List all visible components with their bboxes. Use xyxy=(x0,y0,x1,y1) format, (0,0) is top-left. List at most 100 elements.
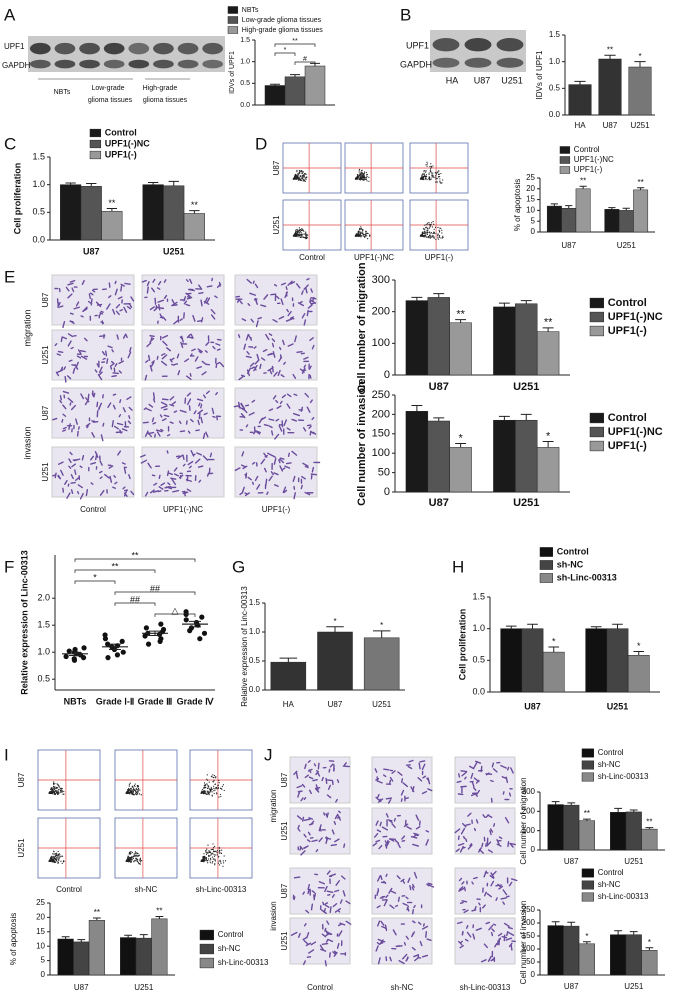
cell xyxy=(386,925,387,930)
flow-event xyxy=(431,167,432,168)
cell xyxy=(492,933,493,936)
cell xyxy=(419,763,420,768)
cell xyxy=(410,886,411,890)
error-bar xyxy=(433,294,444,298)
flow-event xyxy=(212,862,213,863)
flow-event xyxy=(429,236,430,237)
flow-event xyxy=(205,852,206,853)
flow-event xyxy=(424,231,425,232)
flow-event xyxy=(426,174,427,175)
cell xyxy=(485,872,487,873)
flow-event xyxy=(208,858,209,859)
y-tick-label: 0 xyxy=(384,486,390,498)
flow-event xyxy=(54,853,55,854)
blot-band xyxy=(30,43,51,55)
flow-event xyxy=(60,861,61,862)
y-tick-label: 1.5 xyxy=(37,620,50,630)
flow-event xyxy=(429,172,430,173)
flow-event xyxy=(359,228,360,229)
x-tick-label: U251 xyxy=(617,241,637,250)
flow-event xyxy=(217,854,218,855)
cell xyxy=(380,943,382,944)
flow-event xyxy=(205,793,206,794)
blot-band xyxy=(433,38,460,51)
y-axis-label: IDVs of UPF1 xyxy=(535,50,544,99)
flow-event xyxy=(295,230,296,231)
flow-event xyxy=(136,855,137,856)
flow-event xyxy=(293,178,294,179)
flow-event xyxy=(50,858,51,859)
flow-event xyxy=(433,236,434,237)
y-tick-label: 200 xyxy=(372,306,390,318)
group-label: migration xyxy=(22,309,32,346)
flow-event xyxy=(301,178,302,179)
flow-event xyxy=(54,789,55,790)
flow-event xyxy=(132,786,133,787)
flow-event xyxy=(303,237,304,238)
flow-event xyxy=(209,852,210,853)
cell xyxy=(89,294,90,298)
cell xyxy=(294,877,299,878)
cell xyxy=(121,286,122,291)
flow-event xyxy=(303,179,304,180)
flow-event xyxy=(222,786,223,787)
flow-event xyxy=(206,857,207,858)
flow-event xyxy=(432,165,433,166)
flow-event xyxy=(437,237,438,238)
data-point xyxy=(158,622,163,627)
flow-event xyxy=(54,783,55,784)
bar xyxy=(569,85,592,115)
flow-event xyxy=(214,863,215,864)
flow-event xyxy=(305,177,306,178)
flow-event xyxy=(221,850,222,851)
column-label: UPF1(-) xyxy=(425,253,454,262)
bar xyxy=(579,944,595,975)
flow-event xyxy=(131,857,132,858)
flow-event xyxy=(62,856,63,857)
flow-event xyxy=(427,163,428,164)
flow-event xyxy=(425,164,426,165)
flow-event xyxy=(294,235,295,236)
x-tick-label: U87 xyxy=(564,857,579,866)
flow-event xyxy=(369,234,370,235)
flow-event xyxy=(209,851,210,852)
flow-event xyxy=(363,234,364,235)
bar xyxy=(563,926,579,975)
flow-event xyxy=(54,786,55,787)
cell xyxy=(220,283,221,286)
cell xyxy=(310,375,311,378)
bar xyxy=(547,206,561,232)
flow-event xyxy=(129,790,130,791)
data-point xyxy=(183,609,188,614)
cell xyxy=(103,358,105,359)
cell xyxy=(508,842,509,847)
flow-event xyxy=(214,846,215,847)
column-label: UPF1(-)NC xyxy=(354,253,394,262)
flow-event xyxy=(366,172,367,173)
y-tick-label: 20 xyxy=(36,913,45,922)
flow-event xyxy=(127,791,128,792)
error-bar xyxy=(583,942,591,944)
flow-event xyxy=(426,224,427,225)
legend-label: UPF1(-) xyxy=(608,325,647,337)
row-label: U87 xyxy=(41,292,50,307)
flow-event xyxy=(208,852,209,853)
error-bar xyxy=(521,301,532,304)
cell xyxy=(218,349,221,350)
flow-event xyxy=(133,788,134,789)
y-tick-label: 0.5 xyxy=(32,207,45,217)
flow-event xyxy=(53,851,54,852)
flow-event xyxy=(304,176,305,177)
y-axis-label: % of apoptosis xyxy=(9,913,18,965)
flow-event xyxy=(441,230,442,231)
cell xyxy=(465,887,466,890)
significance-label: ** xyxy=(638,178,644,187)
bar xyxy=(543,652,564,692)
y-tick-label: 0.5 xyxy=(37,674,50,684)
bar xyxy=(152,919,168,975)
legend-label: NBTs xyxy=(242,7,259,14)
flow-event xyxy=(368,177,369,178)
cell xyxy=(78,431,79,436)
flow-event xyxy=(203,792,204,793)
flow-event xyxy=(138,855,139,856)
